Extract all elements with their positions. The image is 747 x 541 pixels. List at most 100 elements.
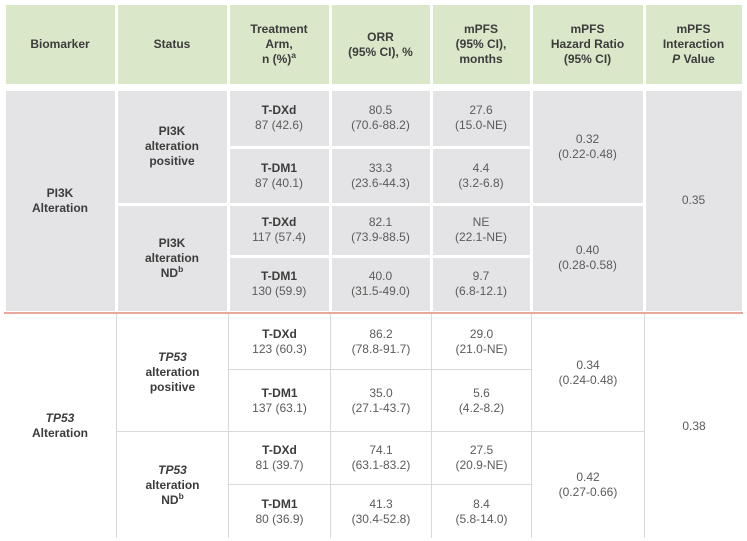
- header-text: (95% CI): [563, 52, 612, 66]
- header-text: (95% CI),: [455, 37, 507, 51]
- arm-cell: T-DXd 123 (60.3): [228, 314, 330, 369]
- value-ci: (3.2-6.8): [458, 175, 504, 190]
- value-main: 0.34: [576, 357, 600, 372]
- mpfs-cell: 4.4 (3.2-6.8): [432, 148, 530, 203]
- value-main: 0.40: [575, 243, 600, 257]
- status-cell-tp53-nd: TP53 alteration NDb: [116, 431, 228, 538]
- value-main: 0.35: [681, 193, 706, 207]
- status-line: alteration: [145, 477, 200, 492]
- header-text: n (%): [261, 52, 292, 66]
- value-main: 33.3: [368, 160, 393, 175]
- orr-cell: 86.2 (78.8-91.7): [330, 314, 431, 369]
- value-main: 8.4: [473, 496, 490, 511]
- value-main: 0.38: [682, 418, 706, 433]
- biomarker-line: PI3K: [46, 185, 74, 200]
- header-text: Interaction: [662, 37, 725, 51]
- value-ci: (0.28-0.58): [558, 258, 617, 272]
- interaction-pvalue-cell: 0.38: [644, 314, 743, 538]
- hr-cell: 0.42 (0.27-0.66): [531, 431, 644, 538]
- value-main: 5.6: [473, 385, 490, 400]
- biomarker-line: TP53: [45, 411, 75, 425]
- arm-cell: T-DM1 130 (59.9): [229, 257, 329, 311]
- header-text: months: [459, 52, 503, 66]
- value-main: 35.0: [369, 385, 393, 400]
- mpfs-cell: 27.6 (15.0-NE): [432, 90, 530, 146]
- value-main: 82.1: [368, 215, 393, 229]
- arm-label: T-DM1: [261, 160, 297, 175]
- value-ci: (6.8-12.1): [454, 284, 508, 298]
- value-ci: (23.6-44.3): [351, 175, 410, 190]
- orr-cell: 80.5 (70.6-88.2): [331, 90, 430, 146]
- value-main: 27.5: [469, 443, 494, 457]
- status-line: positive: [150, 380, 195, 395]
- arm-cell: T-DM1 80 (36.9): [228, 484, 330, 538]
- value-ci: (31.5-49.0): [351, 284, 410, 298]
- header-text: Status: [153, 37, 191, 51]
- status-line: positive: [149, 380, 196, 394]
- arm-n: 87 (42.6): [254, 118, 304, 132]
- biomarker-line: Alteration: [31, 200, 88, 215]
- header-mpfs: mPFS (95% CI), months: [432, 5, 530, 84]
- biomarker-results-table: Biomarker Status Treatment Arm, n (%)a O…: [4, 5, 743, 538]
- interaction-pvalue-cell: 0.35: [645, 90, 742, 311]
- arm-label: T-DM1: [261, 385, 298, 400]
- arm-n: 123 (60.3): [252, 341, 307, 356]
- orr-cell: 35.0 (27.1-43.7): [330, 369, 431, 431]
- status-line: TP53: [158, 350, 187, 364]
- value-main: 74.1: [369, 443, 393, 457]
- value-ci: (21.0-NE): [455, 341, 508, 356]
- arm-cell: T-DXd 87 (42.6): [229, 90, 329, 146]
- biomarker-cell-tp53: TP53 Alteration: [4, 314, 116, 538]
- value-main: 9.7: [472, 269, 490, 283]
- value-main: 0.32: [575, 131, 600, 146]
- header-text: mPFS: [676, 22, 711, 36]
- header-interaction-pvalue: mPFS Interaction P Value: [645, 5, 742, 84]
- status-line: alteration: [144, 250, 199, 265]
- status-line: ND: [160, 265, 179, 280]
- value-main: 27.6: [469, 103, 493, 117]
- value-ci: (73.9-88.5): [351, 230, 410, 244]
- arm-n: 80 (36.9): [255, 511, 304, 526]
- header-hazard-ratio: mPFS Hazard Ratio (95% CI): [532, 5, 643, 84]
- arm-label: T-DM1: [261, 496, 298, 511]
- header-status: Status: [117, 5, 227, 84]
- value-main: 80.5: [368, 103, 393, 117]
- section-divider-line: [4, 312, 743, 314]
- value-ci: (22.1-NE): [454, 230, 507, 244]
- header-text: Arm,: [265, 37, 293, 51]
- header-treatment-arm: Treatment Arm, n (%)a: [229, 5, 329, 84]
- value-ci: (63.1-83.2): [351, 458, 411, 472]
- p-symbol: P: [672, 52, 681, 66]
- arm-n: 137 (63.1): [252, 400, 307, 415]
- header-text: mPFS: [463, 22, 498, 36]
- hr-cell: 0.40 (0.28-0.58): [532, 205, 643, 311]
- value-main: 86.2: [369, 326, 393, 341]
- status-line: TP53: [158, 462, 187, 477]
- value-ci: (20.9-NE): [455, 458, 508, 472]
- arm-cell: T-DXd 117 (57.4): [229, 205, 329, 255]
- orr-cell: 40.0 (31.5-49.0): [331, 257, 430, 311]
- status-line: PI3K: [158, 124, 186, 138]
- header-text: Treatment: [250, 22, 308, 36]
- mpfs-cell: NE (22.1-NE): [432, 205, 530, 255]
- status-line: positive: [149, 154, 194, 169]
- arm-n: 87 (40.1): [254, 175, 304, 190]
- status-line: alteration: [144, 139, 199, 153]
- hr-cell: 0.32 (0.22-0.48): [532, 90, 643, 203]
- biomarker-cell-pi3k: PI3K Alteration: [5, 90, 115, 311]
- header-text: P Value: [672, 52, 715, 67]
- arm-cell: T-DXd 81 (39.7): [228, 431, 330, 484]
- value-ci: (4.2-8.2): [458, 400, 505, 415]
- orr-cell: 82.1 (73.9-88.5): [331, 205, 430, 255]
- value-main: 41.3: [369, 496, 393, 511]
- header-text: Value: [680, 52, 715, 66]
- value-main: 4.4: [472, 160, 490, 175]
- arm-cell: T-DM1 137 (63.1): [228, 369, 330, 431]
- header-biomarker: Biomarker: [5, 5, 115, 84]
- hr-cell: 0.34 (0.24-0.48): [531, 314, 644, 431]
- arm-n: 117 (57.4): [252, 230, 306, 244]
- status-line: NDb: [160, 264, 184, 281]
- footnote-marker-b: b: [178, 490, 184, 501]
- arm-label: T-DXd: [261, 215, 297, 229]
